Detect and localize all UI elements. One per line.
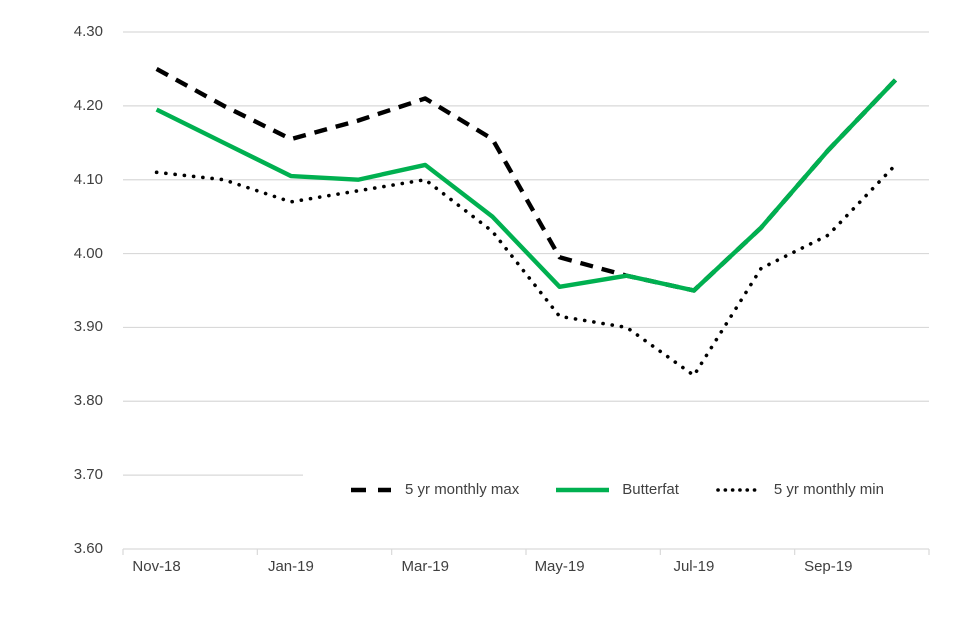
legend: 5 yr monthly max Butterfat 5 yr monthly … [303,467,930,512]
dashed-line-sample-icon [351,487,392,492]
y-axis-tick-label: 4.30 [73,23,103,40]
dotted-line-sample-icon [716,487,762,492]
y-axis-tick-label: 3.80 [73,392,103,410]
y-axis-tick-label: 4.00 [73,244,103,262]
x-axis-tick-label: May-19 [534,558,585,575]
y-axis-tick-label: 4.10 [73,170,103,188]
series-line-butterfat [155,78,898,293]
series-line-5-yr-monthly-min [154,163,898,378]
x-axis-tick-label: Jan-19 [267,558,314,575]
x-axis-tick-label: Sep-19 [804,558,853,575]
legend-item-5yr-monthly-max: 5 yr monthly max [349,481,519,498]
y-axis-tick-label: 3.90 [73,318,103,336]
x-axis-tick-label: Jul-19 [673,558,715,575]
y-axis-tick-label: 4.20 [73,96,103,114]
y-axis-tick-label: 3.60 [73,540,103,557]
legend-item-butterfat: Butterfat [555,481,679,498]
legend-item-5yr-monthly-min: 5 yr monthly min [715,481,884,498]
legend-label-butterfat: Butterfat [622,481,679,498]
x-axis-tick-label: Nov-18 [132,558,181,575]
x-axis-tick-label: Mar-19 [401,558,449,575]
y-axis-tick-label: 3.70 [73,466,103,484]
legend-label-min: 5 yr monthly min [773,481,884,498]
solid-line-sample-icon [556,487,610,492]
legend-label-max: 5 yr monthly max [405,481,520,498]
